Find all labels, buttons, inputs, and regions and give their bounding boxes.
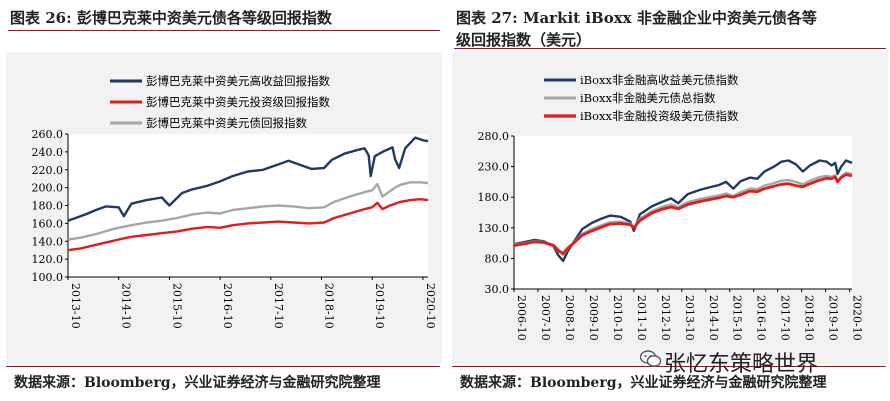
right-title-bar: 图表 27: Markit iBoxx 非金融企业中资美元债各等 级回报指数（美… xyxy=(452,4,886,51)
y-tick-label: 240.0 xyxy=(32,146,64,159)
y-tick-label: 130.0 xyxy=(478,222,510,235)
series-line-1 xyxy=(67,197,429,252)
y-tick-label: 220.0 xyxy=(32,164,64,177)
plot-background xyxy=(514,136,852,289)
watermark-text: 张忆东策略世界 xyxy=(664,352,819,377)
right-panel: 图表 27: Markit iBoxx 非金融企业中资美元债各等 级回报指数（美… xyxy=(446,0,890,401)
left-chart: 260.0 240.0 220.0 200.0 180.0 160.0 140.0 120.0… xyxy=(32,74,437,329)
legend-label-0: 彭博巴克莱中资美元高收益回报指数 xyxy=(146,74,330,88)
x-tick-label: 2015-10 xyxy=(170,283,183,329)
x-tick-label: 2016-10 xyxy=(221,283,234,329)
y-tick-label: 280.0 xyxy=(478,130,510,143)
legend-label-1: iBoxx非金融美元债总指数 xyxy=(580,91,716,105)
legend-label-2: iBoxx非金融投资级美元债指数 xyxy=(580,109,739,123)
x-tick-label: 2018-10 xyxy=(323,283,336,329)
x-tick-label: 2006-10 xyxy=(515,295,528,341)
left-title-rule xyxy=(8,30,440,31)
y-tick-label: 120.0 xyxy=(32,253,64,266)
x-tick-label: 2017-10 xyxy=(779,295,792,341)
y-tick-label: 180.0 xyxy=(32,200,64,213)
x-tick-label: 2009-10 xyxy=(587,295,600,341)
x-tick-label: 2016-10 xyxy=(755,295,768,341)
right-title-line2: 级回报指数（美元） xyxy=(456,31,592,49)
series-line-2 xyxy=(67,181,429,241)
legend-label-0: iBoxx非金融高收益美元债指数 xyxy=(580,73,739,87)
left-source-rule xyxy=(6,366,440,367)
y-tick-label: 140.0 xyxy=(32,235,64,248)
legend-label-2: 彭博巴克莱中资美元债回报指数 xyxy=(146,116,307,130)
left-panel: 图表 26: 彭博巴克莱中资美元债各等级回报指数 260.0 240.0 220.0… xyxy=(0,0,444,401)
y-tick-label: 230.0 xyxy=(478,161,510,174)
x-tick-label: 2010-10 xyxy=(611,295,624,341)
x-tick-label: 2015-10 xyxy=(731,295,744,341)
right-title-rule xyxy=(454,48,886,49)
x-tick-label: 2014-10 xyxy=(707,295,720,341)
y-tick-label: 200.0 xyxy=(32,182,64,195)
x-tick-label: 2019-10 xyxy=(827,295,840,341)
x-tick-label: 2020-10 xyxy=(851,295,864,341)
right-chart-area: 280.0 230.0 180.0 130.0 80.0 30.0 2006-10 2007-… xyxy=(452,52,888,364)
y-tick-label: 100.0 xyxy=(32,271,64,284)
x-tick-label: 2017-10 xyxy=(272,283,285,329)
y-tick-label: 30.0 xyxy=(485,283,510,296)
right-chart-title: 图表 27: Markit iBoxx 非金融企业中资美元债各等 级回报指数（美… xyxy=(456,7,817,51)
x-tick-label: 2013-10 xyxy=(69,283,82,329)
wechat-icon xyxy=(640,350,662,367)
x-tick-label: 2012-10 xyxy=(659,295,672,341)
x-tick-label: 2019-10 xyxy=(373,283,386,329)
x-tick-label: 2018-10 xyxy=(803,295,816,341)
right-source-rule xyxy=(452,366,886,367)
y-tick-label: 260.0 xyxy=(32,128,64,141)
legend-label-1: 彭博巴克莱中资美元投资级回报指数 xyxy=(146,95,330,109)
left-title-bar: 图表 26: 彭博巴克莱中资美元债各等级回报指数 xyxy=(6,4,440,48)
left-source: 数据来源：Bloomberg，兴业证券经济与金融研究院整理 xyxy=(14,375,381,391)
series-line-2 xyxy=(513,173,853,255)
x-tick-label: 2013-10 xyxy=(683,295,696,341)
left-chart-title: 图表 26: 彭博巴克莱中资美元债各等级回报指数 xyxy=(10,9,332,27)
y-tick-label: 180.0 xyxy=(478,191,510,204)
y-tick-label: 80.0 xyxy=(485,252,510,265)
right-chart: 280.0 230.0 180.0 130.0 80.0 30.0 2006-10 2007-… xyxy=(478,73,864,341)
y-tick-label: 160.0 xyxy=(32,217,64,230)
right-source: 数据来源：Bloomberg，兴业证券经济与金融研究院整理 xyxy=(460,375,827,391)
x-tick-label: 2011-10 xyxy=(635,295,648,341)
x-tick-label: 2008-10 xyxy=(563,295,576,341)
x-tick-label: 2014-10 xyxy=(120,283,133,329)
x-tick-label: 2007-10 xyxy=(539,295,552,341)
series-line-0 xyxy=(67,136,429,222)
x-tick-label: 2020-10 xyxy=(424,283,437,329)
right-title-line1: 图表 27: Markit iBoxx 非金融企业中资美元债各等 xyxy=(456,9,817,27)
left-chart-area: 260.0 240.0 220.0 200.0 180.0 160.0 140.0 120.0… xyxy=(6,52,442,364)
